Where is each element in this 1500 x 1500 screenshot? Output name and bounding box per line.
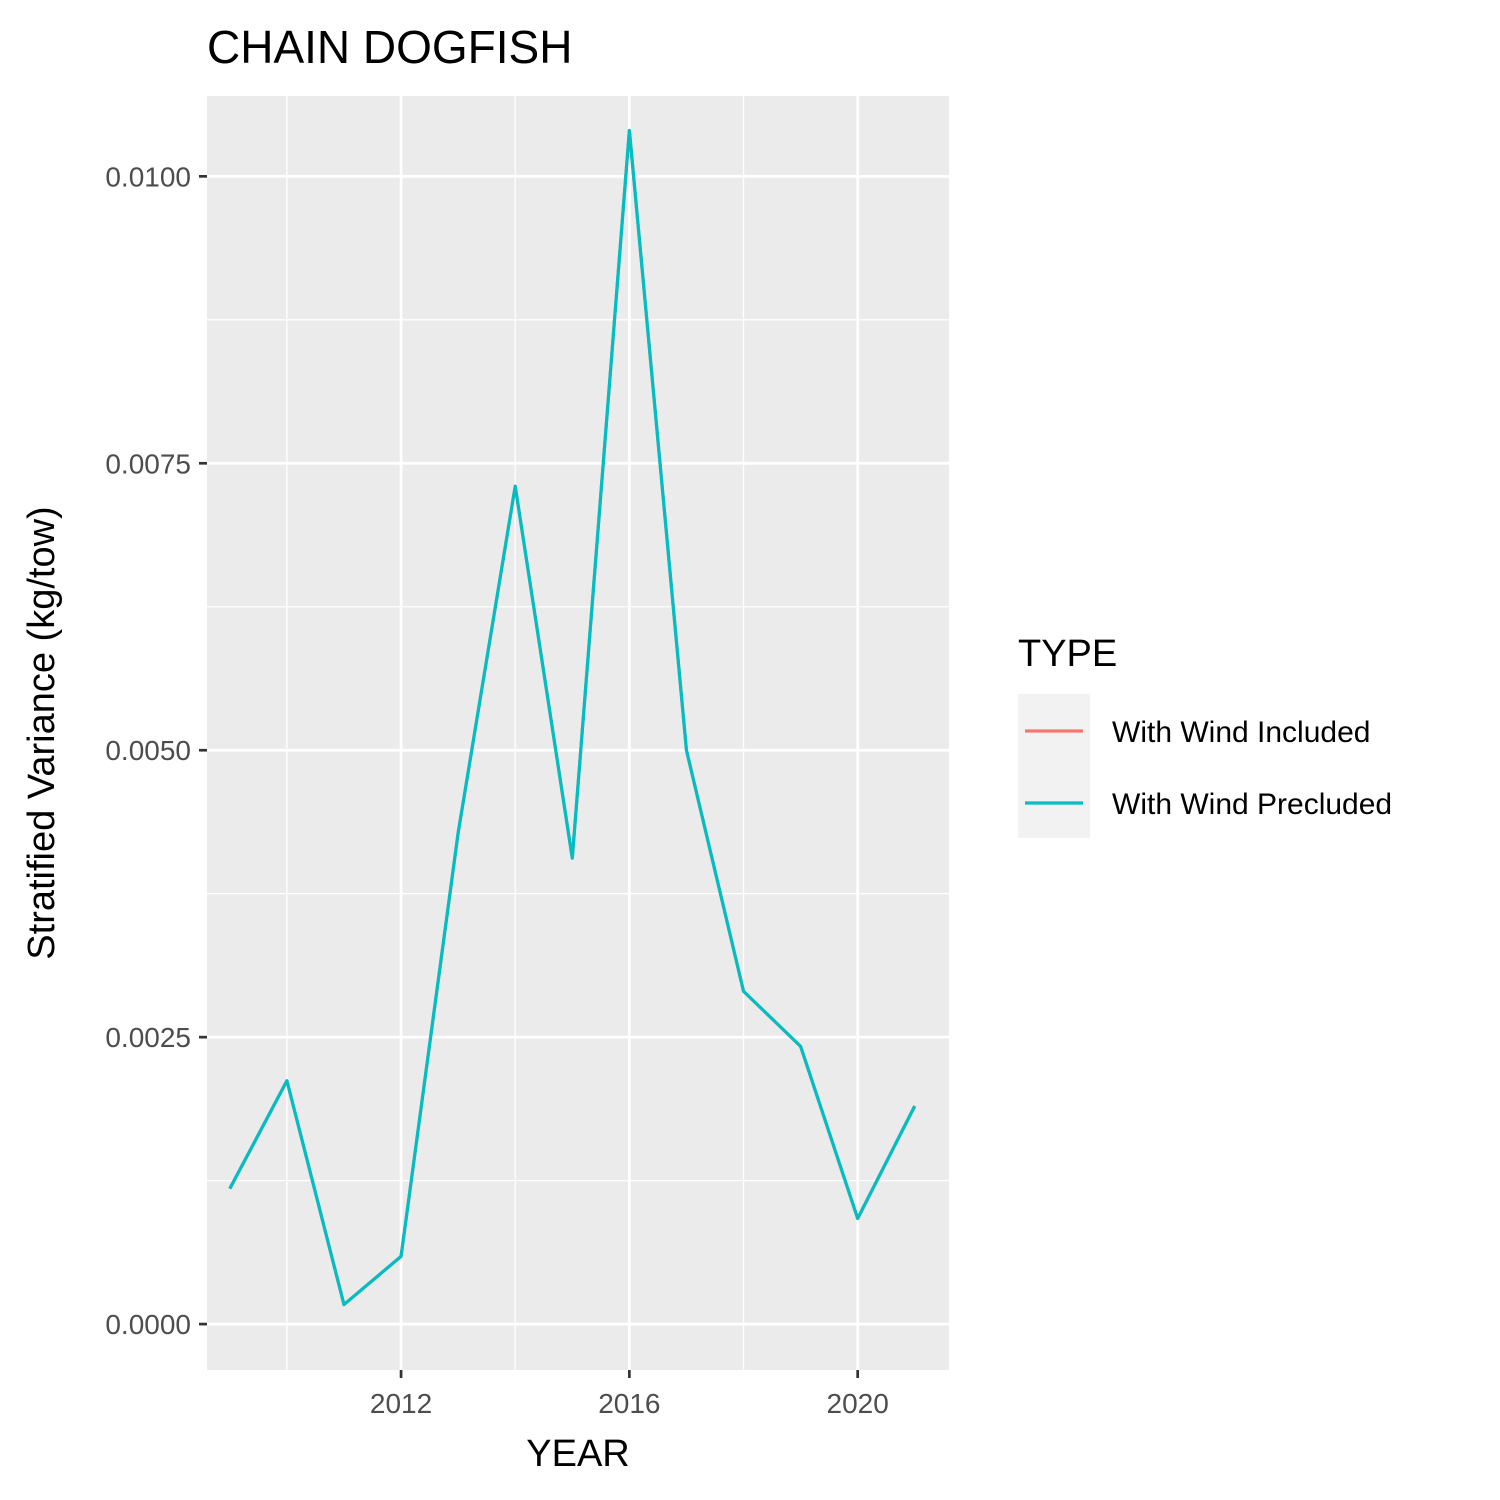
y-axis: 0.0000 0.0025 0.0050 0.0075 0.0100 <box>105 161 207 1340</box>
legend: TYPE With Wind Included With Wind Preclud… <box>1018 633 1392 838</box>
x-tick-label: 2020 <box>827 1388 889 1419</box>
y-axis-title: Stratified Variance (kg/tow) <box>21 506 63 959</box>
series-line-1 <box>228 128 917 1307</box>
y-tick-label: 0.0050 <box>105 735 191 766</box>
grid-minor <box>207 96 949 1370</box>
y-tick-label: 0.0075 <box>105 448 191 479</box>
y-tick-label: 0.0100 <box>105 161 191 192</box>
plot-panel <box>207 96 949 1370</box>
y-tick-label: 0.0000 <box>105 1309 191 1340</box>
x-tick-label: 2012 <box>370 1388 432 1419</box>
grid-major <box>207 96 949 1370</box>
legend-label-0: With Wind Included <box>1112 716 1370 749</box>
x-axis-title: YEAR <box>526 1433 629 1475</box>
series-lines <box>228 128 917 1307</box>
legend-title: TYPE <box>1018 633 1117 675</box>
x-tick-label: 2016 <box>598 1388 660 1419</box>
x-axis: 2012 2016 2020 <box>370 1370 889 1419</box>
legend-key-background <box>1018 694 1090 838</box>
chart-title: CHAIN DOGFISH <box>207 21 572 73</box>
y-tick-label: 0.0025 <box>105 1022 191 1053</box>
legend-label-1: With Wind Precluded <box>1112 788 1392 821</box>
